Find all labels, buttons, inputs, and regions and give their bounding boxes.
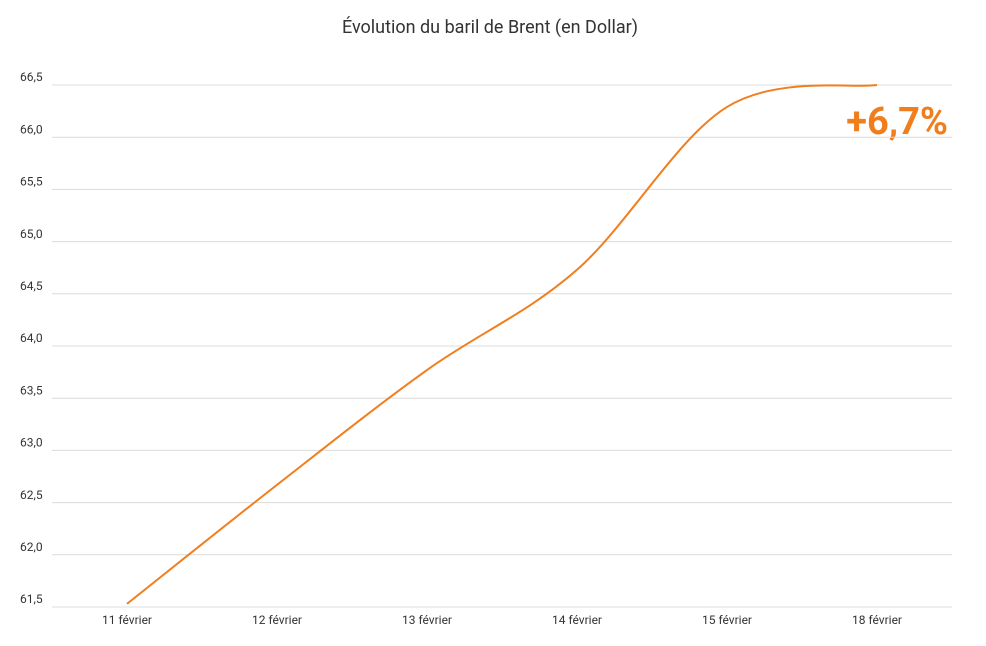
y-tick-label: 61,5 <box>20 592 43 606</box>
y-tick-label: 65,5 <box>20 175 43 189</box>
line <box>126 84 878 605</box>
x-tick-label: 12 février <box>252 613 302 627</box>
y-tick-label: 62,0 <box>20 540 43 554</box>
y-tick-label: 63,0 <box>20 436 43 450</box>
y-tick-label: 66,5 <box>20 70 43 84</box>
x-tick-label: 13 février <box>402 613 452 627</box>
x-tick-label: 14 février <box>552 613 602 627</box>
x-tick-label: 11 février <box>102 613 152 627</box>
y-tick-label: 65,0 <box>20 227 43 241</box>
y-tick-label: 66,0 <box>20 122 43 136</box>
y-tick-label: 64,0 <box>20 331 43 345</box>
y-tick-label: 63,5 <box>20 383 43 397</box>
annotation: +6,7% <box>846 100 948 144</box>
x-tick-label: 15 février <box>702 613 752 627</box>
y-tick-label: 62,5 <box>20 488 43 502</box>
chart-title: Évolution du baril de Brent (en Dollar) <box>342 16 638 38</box>
x-tick-label: 18 février <box>852 613 902 627</box>
y-tick-label: 64,5 <box>20 279 43 293</box>
